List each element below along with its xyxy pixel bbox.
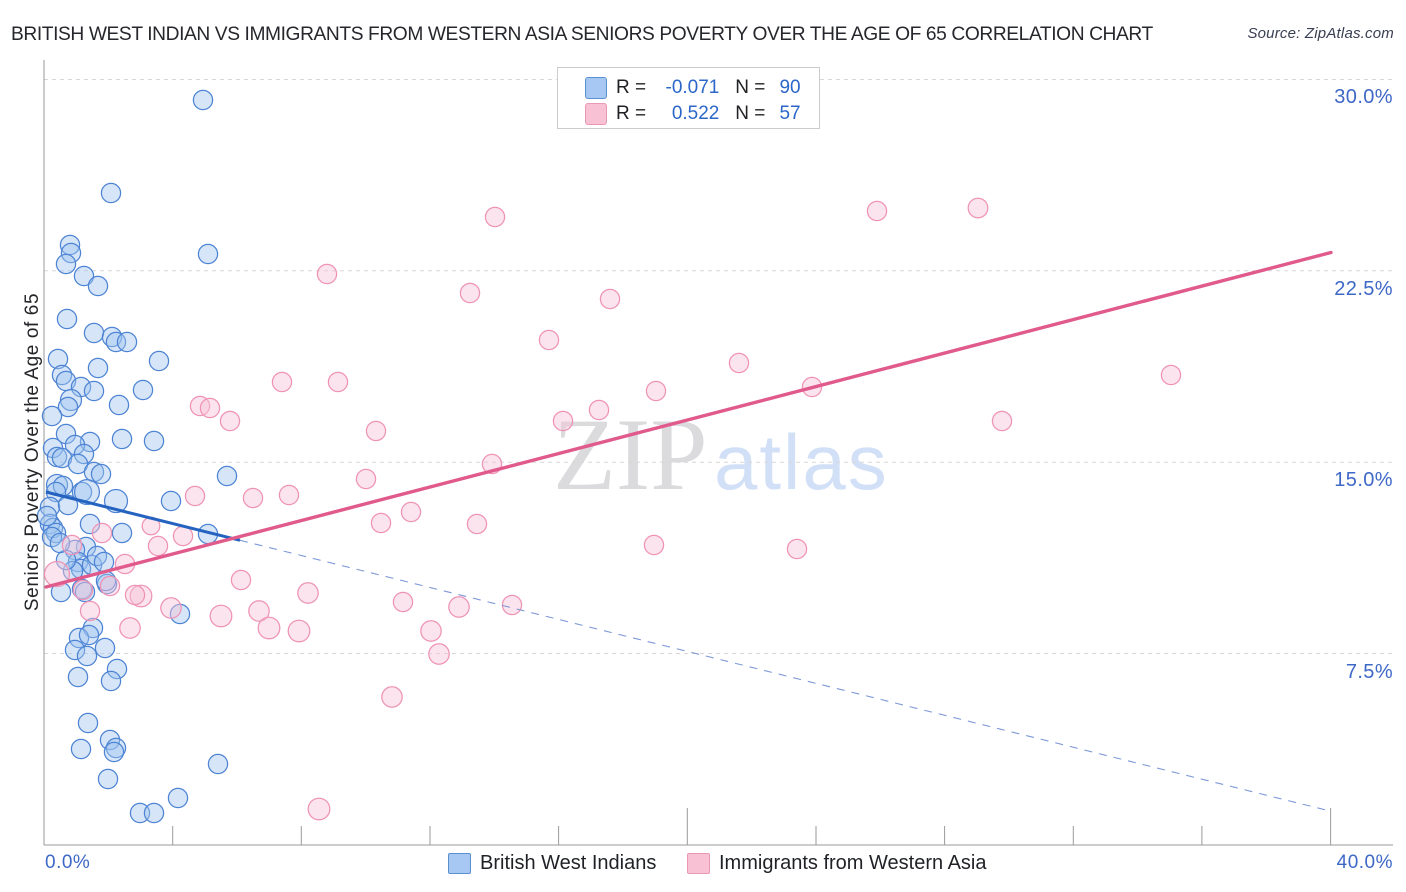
svg-text:ZIP: ZIP xyxy=(553,398,708,512)
